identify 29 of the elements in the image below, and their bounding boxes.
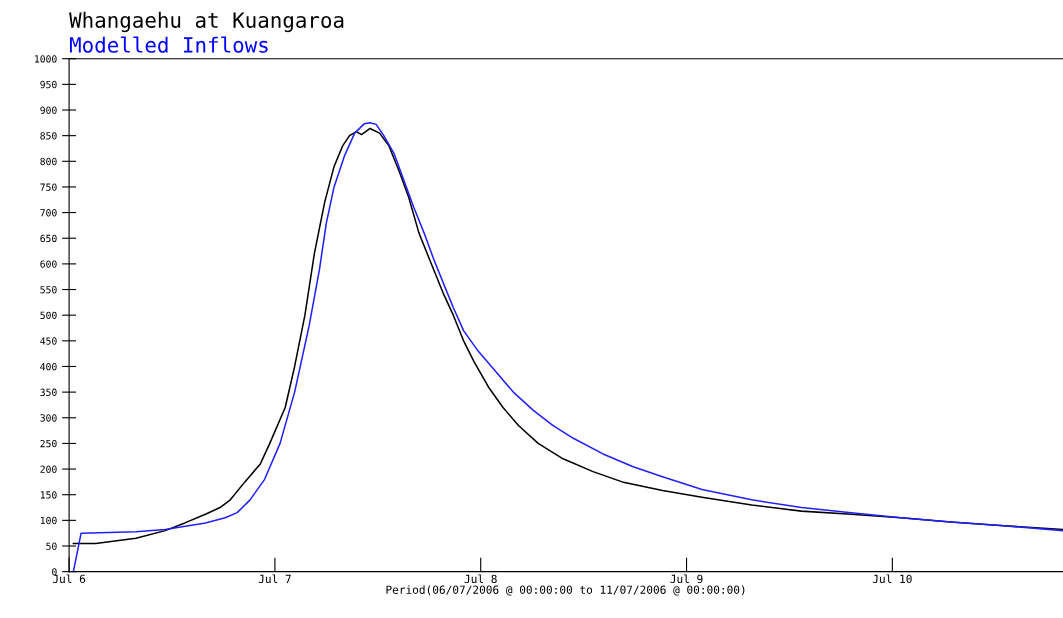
y-tick-label: 650	[40, 234, 57, 243]
y-tick-label: 450	[40, 337, 57, 345]
chart-title: Whangaehu at Kuangaroa	[69, 11, 344, 33]
y-tick-label: 800	[40, 157, 57, 166]
y-tick-label: 1000	[35, 55, 57, 63]
y-tick-label: 550	[40, 286, 57, 294]
y-tick-label: 950	[40, 80, 57, 89]
y-tick-label: 600	[40, 260, 57, 268]
y-tick-label: 700	[40, 209, 57, 217]
x-tick-label: Jul 6	[52, 574, 86, 584]
y-tick-label: 400	[40, 362, 57, 371]
y-tick-label: 50	[46, 542, 57, 550]
y-tick-label: 750	[40, 183, 57, 191]
y-tick-label: 150	[40, 491, 57, 499]
y-tick-label: 300	[40, 414, 57, 422]
y-tick-label: 900	[40, 106, 57, 114]
x-tick-label: Jul 9	[670, 574, 703, 584]
y-tick-label: 850	[40, 132, 57, 140]
y-tick-label: 350	[40, 388, 57, 396]
chart-subtitle: Modelled Inflows	[69, 36, 268, 53]
x-tick-label: Jul 10	[872, 574, 912, 584]
y-tick-label: 0	[52, 568, 57, 576]
y-tick-label: 250	[40, 439, 57, 448]
x-axis-title: Period(06/07/2006 @ 00:00:00 to 11/07/2006 @ 00:00:00)	[386, 585, 745, 596]
x-tick-label: Jul 7	[258, 574, 291, 584]
y-tick-label: 500	[40, 311, 57, 320]
y-tick-label: 200	[40, 465, 57, 473]
y-tick-label: 100	[40, 516, 57, 525]
x-tick-label: Jul 8	[464, 574, 497, 584]
